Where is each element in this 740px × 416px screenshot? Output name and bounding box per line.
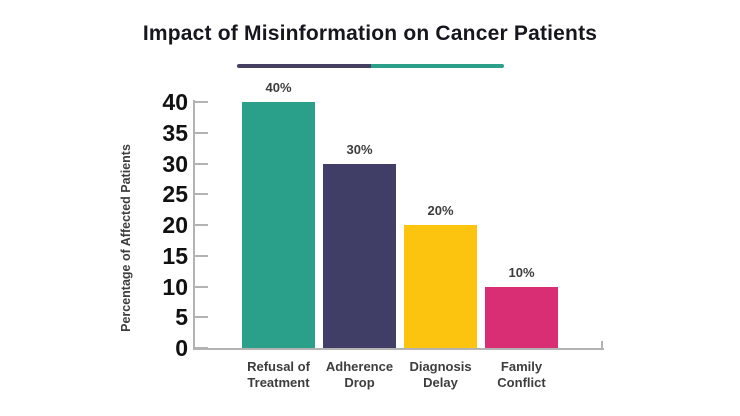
x-axis-end-tick: [601, 341, 603, 350]
category-label-refusal-of-treatment: Refusal of Treatment: [247, 359, 310, 390]
y-tick-label-15: 15: [162, 242, 188, 269]
divider-right-segment: [370, 64, 504, 68]
y-axis-line: [193, 100, 195, 350]
y-tick-15: [195, 254, 208, 257]
bar-adherence-drop: [323, 163, 396, 348]
y-tick-30: [195, 162, 208, 165]
category-label-adherence-drop: Adherence Drop: [325, 359, 394, 390]
divider-left-segment: [237, 64, 371, 68]
y-tick-40: [195, 101, 208, 103]
y-tick-20: [195, 224, 208, 226]
y-tick-label-5: 5: [175, 304, 188, 331]
bar-diagnosis-delay: [404, 225, 477, 348]
y-tick-label-40: 40: [162, 89, 188, 115]
bar-refusal-of-treatment: [242, 102, 315, 348]
y-tick-label-25: 25: [162, 181, 188, 208]
y-tick-label-30: 30: [162, 150, 188, 177]
y-tick-label-35: 35: [162, 119, 188, 146]
y-tick-label-20: 20: [162, 212, 188, 238]
y-tick-label-10: 10: [162, 273, 188, 300]
value-label-adherence-drop: 30%: [346, 141, 373, 157]
value-label-family-conflict: 10%: [508, 264, 535, 280]
bar-family-conflict: [485, 286, 558, 348]
y-tick-label-0: 0: [175, 335, 188, 361]
y-tick-10: [195, 285, 208, 288]
category-label-family-conflict: Family Conflict: [497, 359, 546, 390]
y-tick-5: [195, 316, 208, 319]
chart-title: Impact of Misinformation on Cancer Patie…: [142, 22, 598, 45]
y-tick-0: [195, 347, 208, 349]
x-axis-line: [193, 348, 604, 350]
title-divider: [237, 64, 504, 68]
y-tick-25: [195, 193, 208, 196]
value-label-refusal-of-treatment: 40%: [265, 80, 292, 95]
y-tick-35: [195, 131, 208, 134]
category-label-diagnosis-delay: Diagnosis Delay: [409, 359, 472, 390]
value-label-diagnosis-delay: 20%: [427, 203, 454, 218]
